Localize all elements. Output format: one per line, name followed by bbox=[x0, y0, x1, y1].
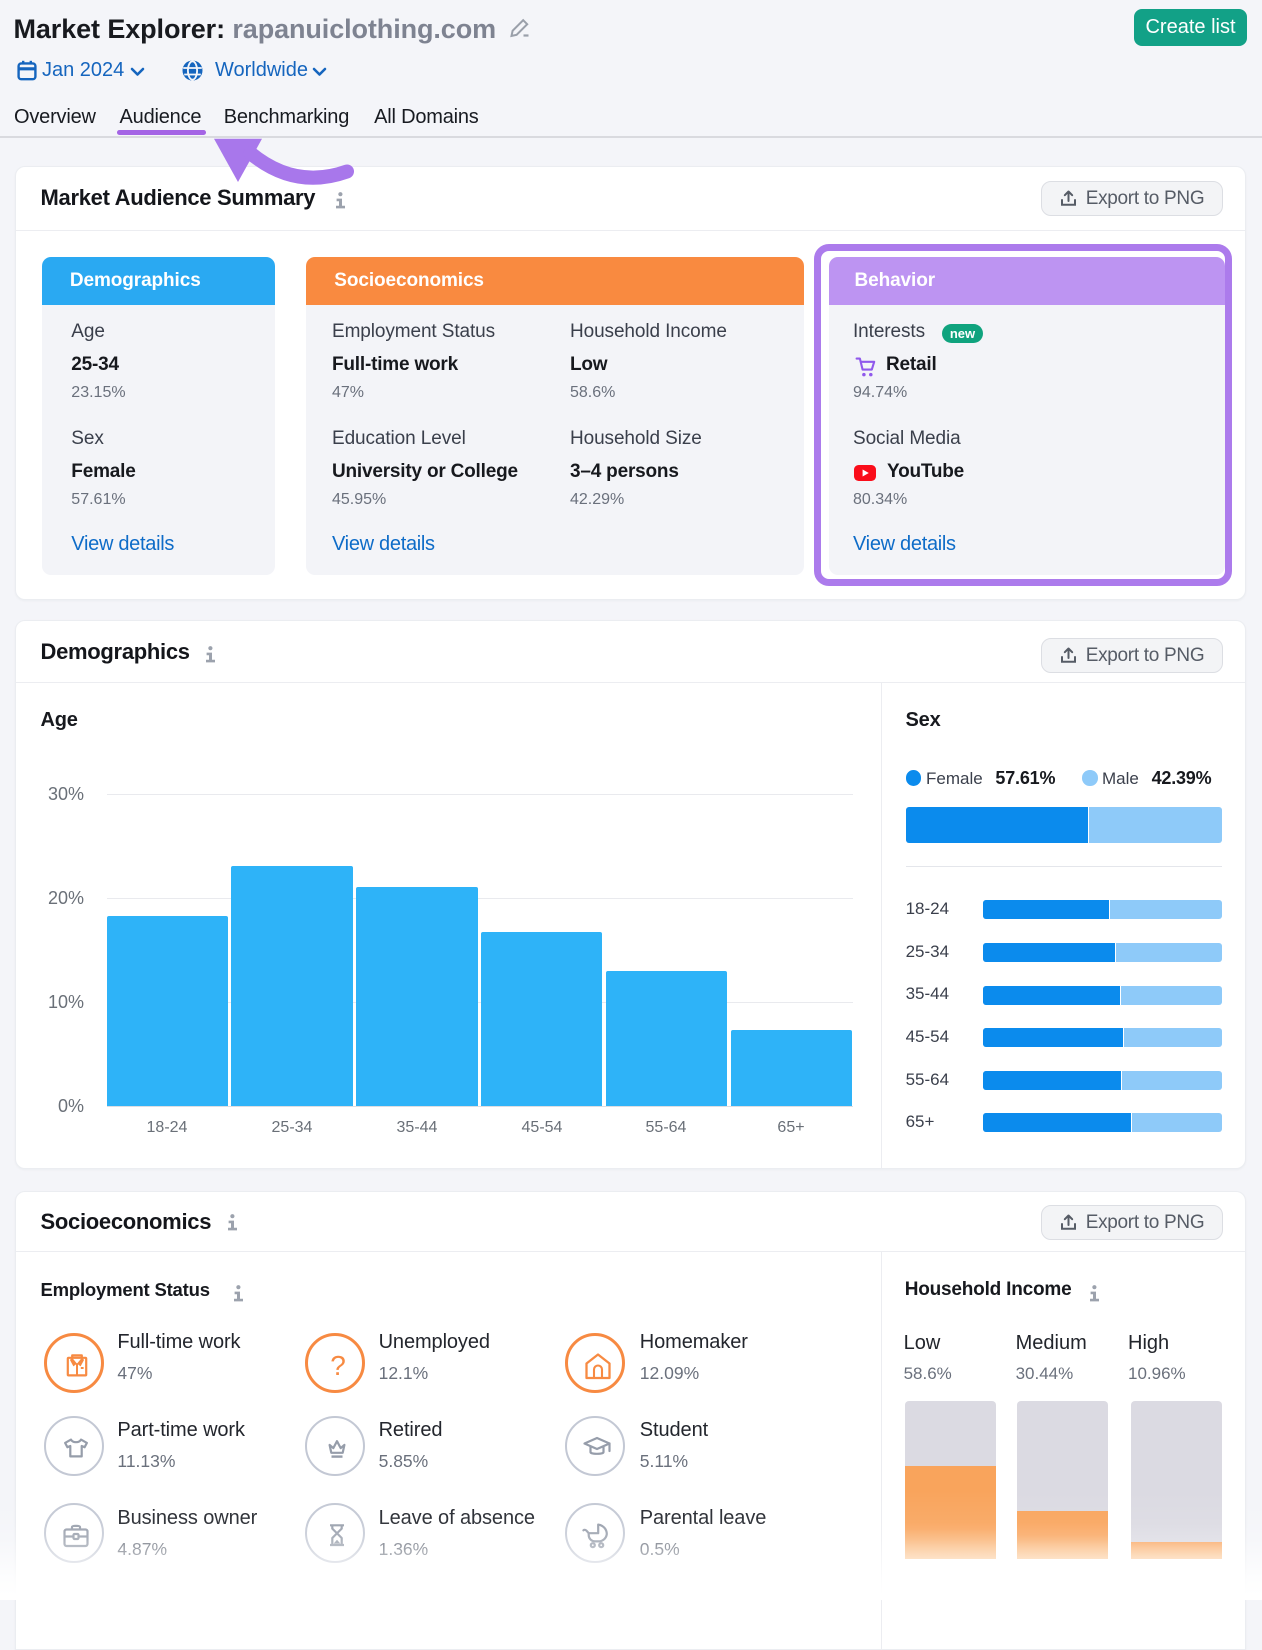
svg-text:?: ? bbox=[330, 1350, 346, 1381]
